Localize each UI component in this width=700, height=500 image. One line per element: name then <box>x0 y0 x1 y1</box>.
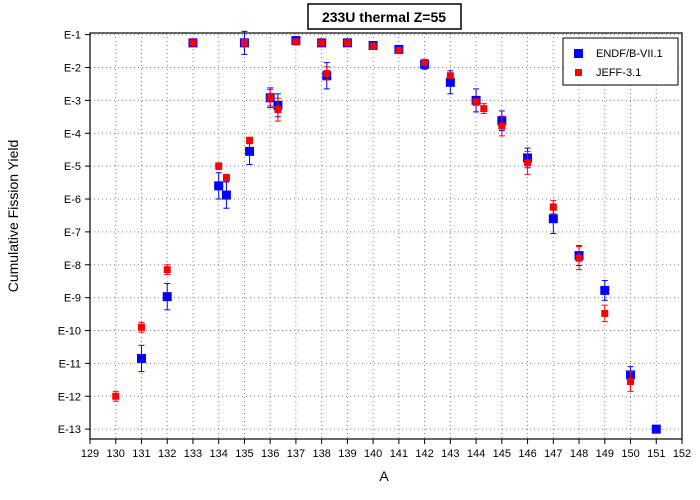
x-tick-label: 148 <box>570 448 588 460</box>
x-tick-label: 144 <box>467 448 485 460</box>
x-tick-label: 137 <box>287 448 305 460</box>
y-tick-label: E-2 <box>64 63 81 75</box>
x-tick-label: 129 <box>81 448 99 460</box>
jeff-data-point <box>112 392 120 400</box>
data-layer <box>112 30 661 434</box>
endf-data-point <box>214 181 224 191</box>
x-tick-label: 146 <box>518 448 536 460</box>
endf-data-point <box>651 424 661 434</box>
grid-layer <box>90 33 682 439</box>
endf-data-point <box>245 146 255 156</box>
x-tick-label: 147 <box>544 448 562 460</box>
jeff-data-point <box>601 309 609 317</box>
x-tick-label: 133 <box>184 448 202 460</box>
legend: ENDF/B-VII.1 JEFF-3.1 <box>562 37 679 86</box>
x-tick-label: 131 <box>132 448 150 460</box>
x-tick-label: 139 <box>338 448 356 460</box>
endf-data-point <box>136 353 146 363</box>
y-tick-label: E-10 <box>58 326 81 338</box>
jeff-data-point <box>369 42 377 50</box>
plot-area-frame <box>89 32 683 440</box>
x-tick-label: 152 <box>673 448 691 460</box>
y-tick-label: E-9 <box>64 293 81 305</box>
y-tick-label: E-12 <box>58 391 81 403</box>
y-tick-label: E-7 <box>64 227 81 239</box>
x-axis-title: A <box>379 468 389 484</box>
jeff-data-point <box>549 203 557 211</box>
x-tick-label: 142 <box>415 448 433 460</box>
x-tick-label: 138 <box>312 448 330 460</box>
jeff-data-point <box>215 162 223 170</box>
y-tick-label: E-8 <box>64 260 81 272</box>
jeff-data-point <box>627 377 635 385</box>
jeff-data-point <box>446 72 454 80</box>
legend-swatch-jeff <box>575 69 582 76</box>
endf-data-point <box>221 190 231 200</box>
jeff-data-point <box>395 46 403 54</box>
jeff-data-point <box>137 323 145 331</box>
jeff-data-point <box>524 159 532 167</box>
y-tick-label: E-3 <box>64 95 81 107</box>
jeff-data-point <box>472 98 480 106</box>
x-tick-label: 136 <box>261 448 279 460</box>
legend-label-jeff: JEFF-3.1 <box>596 67 641 79</box>
chart-title: 233U thermal Z=55 <box>322 9 446 25</box>
x-tick-label: 132 <box>158 448 176 460</box>
endf-data-point <box>162 292 172 302</box>
x-tick-label: 143 <box>441 448 459 460</box>
x-tick-label: 135 <box>235 448 253 460</box>
x-tick-label: 141 <box>390 448 408 460</box>
jeff-data-point <box>480 105 488 113</box>
jeff-data-point <box>163 266 171 274</box>
x-tick-label: 145 <box>493 448 511 460</box>
y-tick-label: E-6 <box>64 194 81 206</box>
title-frame <box>307 3 462 30</box>
axis-layer: 129 130 131 132 133 134 135 136 137 138 139 140 141 1… <box>58 30 691 460</box>
y-tick-label: E-1 <box>64 30 81 42</box>
y-tick-label: E-11 <box>59 358 81 370</box>
x-tick-label: 150 <box>621 448 639 460</box>
jeff-data-point <box>323 69 331 77</box>
endf-data-point <box>600 285 610 295</box>
jeff-data-point <box>222 174 230 182</box>
endf-data-point <box>445 77 455 87</box>
jeff-data-point <box>575 254 583 262</box>
legend-label-endf: ENDF/B-VII.1 <box>596 48 663 60</box>
jeff-data-point <box>240 39 248 47</box>
jeff-data-point <box>189 39 197 47</box>
jeff-data-point <box>498 122 506 130</box>
y-tick-label: E-4 <box>64 128 81 140</box>
legend-swatch-endf <box>574 49 583 58</box>
jeff-data-point <box>274 106 282 114</box>
x-tick-label: 151 <box>647 448 665 460</box>
jeff-data-point <box>292 38 300 46</box>
title-box: 233U thermal Z=55 <box>307 3 462 30</box>
x-tick-label: 134 <box>210 448 228 460</box>
y-tick-label: E-5 <box>64 161 81 173</box>
x-tick-label: 130 <box>107 448 125 460</box>
jeff-data-point <box>343 39 351 47</box>
y-tick-label: E-13 <box>58 424 81 436</box>
legend-frame <box>562 37 679 86</box>
y-axis-title: Cumulative Fission Yield <box>5 140 21 293</box>
jeff-data-point <box>266 94 274 102</box>
jeff-data-point <box>246 136 254 144</box>
x-tick-label: 149 <box>596 448 614 460</box>
x-tick-label: 140 <box>364 448 382 460</box>
jeff-data-point <box>318 39 326 47</box>
endf-data-point <box>548 214 558 224</box>
jeff-data-point <box>421 59 429 67</box>
